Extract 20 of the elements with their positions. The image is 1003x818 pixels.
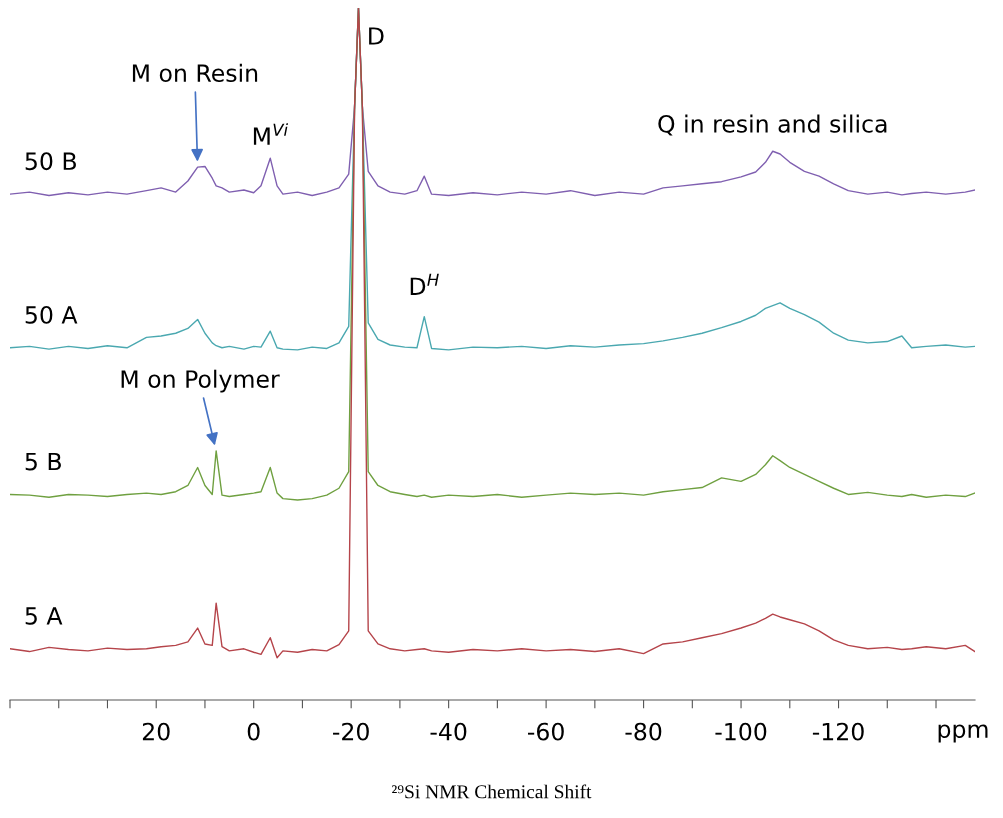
x-tick-label: 20 <box>142 722 170 741</box>
series-label: 50 A <box>25 305 78 324</box>
series-label: 5 A <box>25 607 63 625</box>
x-axis-title: ppm <box>938 724 988 743</box>
annotation: M on Resin <box>132 63 258 83</box>
x-tick-label: 0 <box>247 722 260 741</box>
x-tick-label: -20 <box>333 722 369 741</box>
annotation: M on Polymer <box>121 369 280 393</box>
annotation: Q in resin and silica <box>658 114 887 136</box>
x-tick-label: -60 <box>527 722 564 741</box>
x-tick-label: -120 <box>812 722 864 741</box>
annotation: D <box>369 27 384 45</box>
annotation: D$^{H}$ <box>410 273 439 295</box>
x-tick-label: -40 <box>430 722 467 741</box>
series-label: 50 B <box>25 152 76 171</box>
series-label: 5 B <box>25 452 61 471</box>
text: ²⁹Si NMR Chemical Shift <box>392 784 592 799</box>
annotation: M$^{Vi}$ <box>253 123 289 145</box>
x-tick-label: -100 <box>715 722 767 741</box>
x-tick-label: -80 <box>625 722 662 741</box>
